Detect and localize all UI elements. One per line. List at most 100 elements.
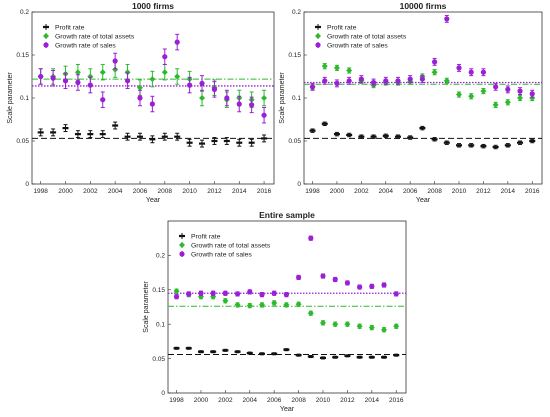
series-profit	[37, 121, 268, 148]
data-point	[381, 326, 388, 333]
data-point	[211, 86, 218, 92]
x-axis-label: Year	[146, 197, 161, 204]
data-point	[149, 76, 156, 83]
x-tick-label: 2002	[83, 188, 98, 195]
data-point	[186, 291, 192, 297]
panel-2: 10000 firms 1998 2000 2002 2004 2006 2008 2010 2…	[279, 1, 543, 204]
y-tick-label: 0.1	[156, 321, 165, 328]
data-point	[173, 294, 180, 300]
data-point	[346, 67, 353, 74]
data-point	[124, 69, 131, 76]
x-tick-label: 2000	[194, 397, 209, 404]
legend-label: Growth rate of sales	[55, 43, 116, 50]
data-point	[87, 82, 93, 88]
data-point	[283, 292, 289, 298]
data-point	[162, 54, 168, 60]
y-tick-label: 0.1	[292, 95, 301, 102]
data-point	[529, 91, 535, 97]
x-tick-label: 2004	[243, 397, 258, 404]
chart-title: 1000 firms	[132, 1, 174, 11]
data-point	[517, 88, 523, 94]
x-tick-label: 2014	[232, 188, 247, 195]
x-tick-label: 2008	[291, 397, 306, 404]
y-tick-label: 0.2	[156, 253, 165, 260]
y-tick-label: 0	[161, 390, 165, 397]
panel-1: 1000 firms 1998 2000 2002 2004 2006 2008 2010 20…	[7, 1, 275, 204]
data-point	[261, 95, 268, 101]
y-tick-label: 0.15	[16, 52, 29, 59]
data-point	[174, 73, 181, 80]
data-point	[258, 301, 265, 308]
x-tick-label: 2016	[525, 188, 540, 195]
x-tick-label: 2008	[427, 188, 442, 195]
x-tick-label: 2012	[207, 188, 222, 195]
data-point	[210, 290, 216, 296]
legend-label: Growth rate of sales	[327, 43, 388, 50]
diamond-marker-icon	[43, 33, 49, 39]
data-point	[308, 235, 314, 241]
data-point	[492, 101, 499, 108]
x-tick-label: 2010	[316, 397, 331, 404]
data-point	[174, 39, 180, 45]
data-point	[444, 16, 450, 22]
data-point	[393, 291, 399, 297]
data-point	[161, 69, 168, 76]
data-point	[246, 302, 253, 309]
x-tick-label: 2006	[133, 188, 148, 195]
data-point	[320, 319, 327, 326]
data-point	[344, 280, 351, 286]
series-assets	[173, 288, 400, 333]
data-point	[381, 282, 387, 288]
data-point	[74, 69, 81, 76]
y-tick-label: 0.05	[152, 356, 165, 363]
legend-label: Profit rate	[327, 25, 357, 32]
y-tick-label: 0	[297, 181, 301, 188]
data-point	[38, 73, 44, 80]
data-point	[346, 78, 352, 84]
data-point	[529, 95, 536, 101]
data-point	[309, 84, 316, 90]
data-point	[283, 301, 290, 308]
y-axis-label: Scale parameter	[7, 72, 14, 124]
data-point	[62, 78, 69, 84]
data-point	[369, 283, 375, 289]
chart-title: Entire sample	[259, 210, 315, 220]
data-point	[493, 84, 499, 90]
data-point	[468, 69, 474, 75]
x-tick-label: 2016	[257, 188, 272, 195]
series-sales	[173, 235, 399, 300]
data-point	[332, 321, 339, 328]
data-point	[124, 78, 131, 84]
data-point	[358, 76, 364, 82]
data-point	[187, 82, 193, 88]
data-point	[322, 78, 328, 84]
x-tick-label: 2016	[389, 397, 404, 404]
data-point	[222, 297, 229, 304]
data-point	[236, 101, 242, 107]
legend-label: Growth rate of total assets	[327, 34, 407, 41]
circle-marker-icon	[315, 42, 321, 48]
y-tick-label: 0.1	[20, 95, 29, 102]
data-point	[261, 112, 267, 118]
plot-area	[303, 11, 543, 185]
data-point	[99, 69, 106, 76]
data-point	[419, 76, 425, 82]
x-tick-label: 2010	[452, 188, 467, 195]
x-tick-label: 2002	[218, 397, 233, 404]
data-point	[456, 91, 463, 98]
data-point	[334, 80, 340, 86]
y-tick-label: 0.05	[288, 138, 301, 145]
legend-label: Profit rate	[191, 234, 221, 241]
legend-label: Growth rate of total assets	[55, 34, 135, 41]
data-point	[136, 84, 143, 91]
diamond-marker-icon	[179, 242, 185, 248]
x-tick-label: 2010	[182, 188, 197, 195]
data-point	[368, 324, 375, 331]
y-axis-label: Scale parameter	[279, 72, 286, 124]
data-point	[271, 290, 277, 296]
data-point	[198, 290, 204, 296]
data-point	[234, 291, 241, 297]
legend-label: Profit rate	[55, 25, 85, 32]
